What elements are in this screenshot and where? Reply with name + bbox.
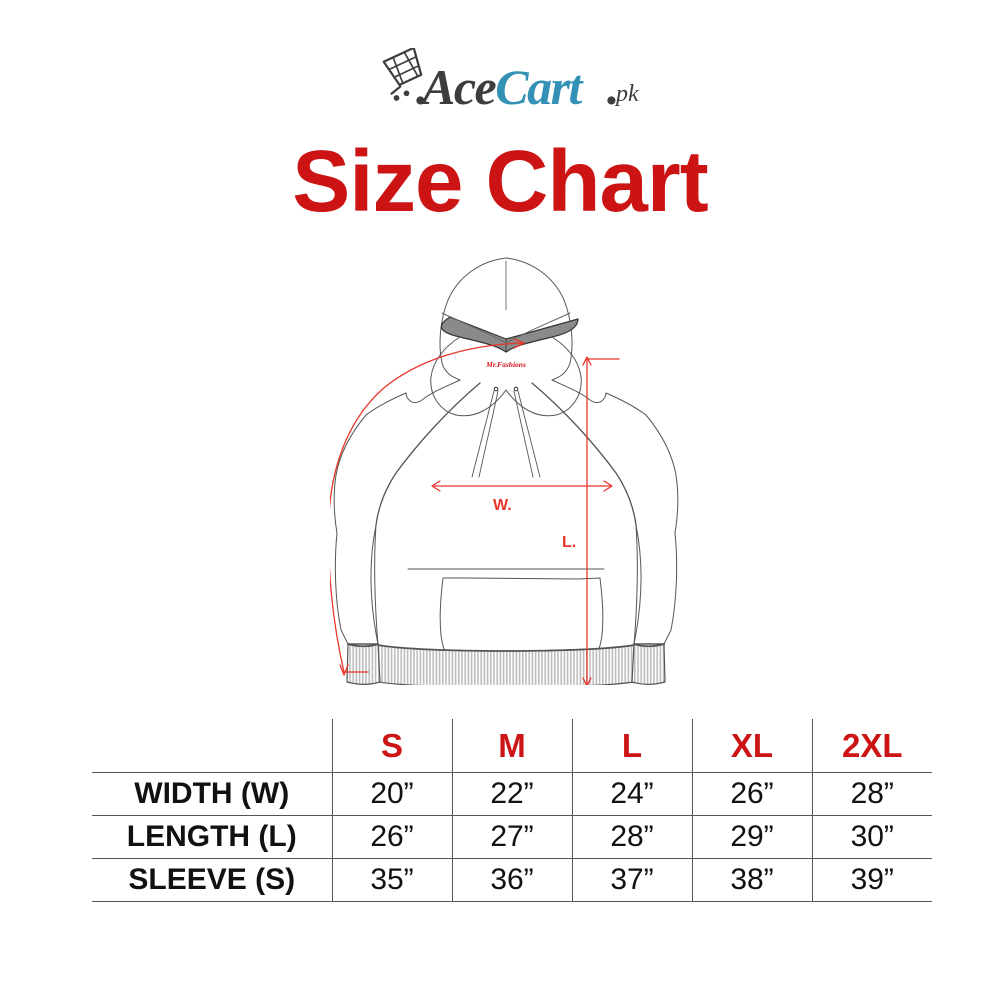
svg-text:L.: L. [562,534,576,551]
svg-text:W.: W. [493,497,512,514]
svg-text:pk: pk [614,81,639,107]
svg-text:Mr.Fashions: Mr.Fashions [485,360,526,369]
svg-text:AceCart: AceCart [419,59,585,115]
